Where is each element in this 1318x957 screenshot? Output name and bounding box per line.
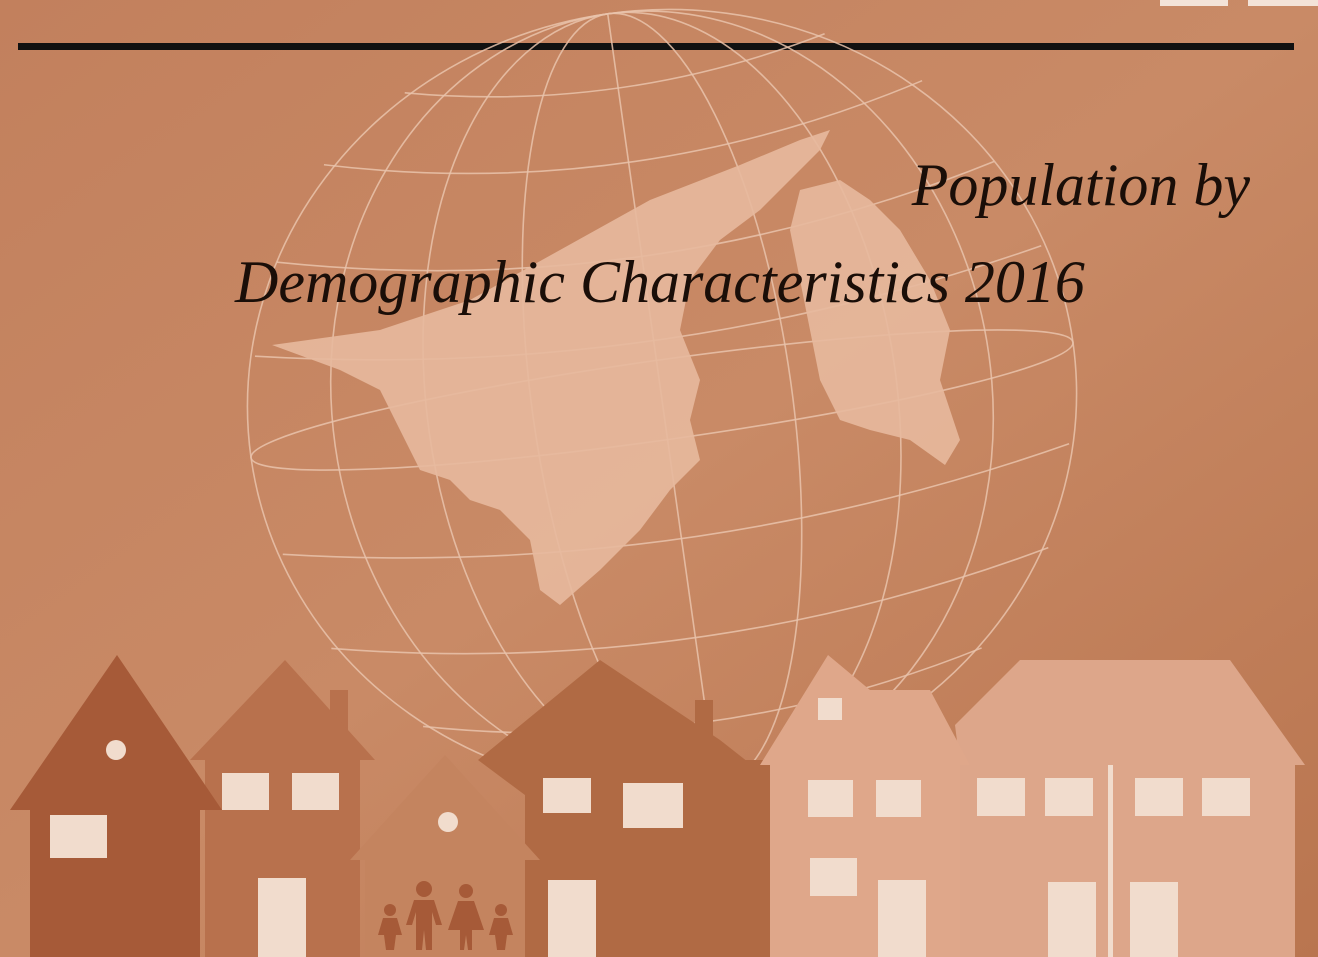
decoration — [406, 900, 442, 950]
decoration — [808, 780, 853, 817]
decoration — [810, 858, 857, 896]
decoration — [489, 918, 513, 950]
decoration — [416, 881, 432, 897]
decoration — [331, 546, 1049, 655]
decoration — [50, 815, 107, 858]
decoration — [878, 880, 926, 957]
decoration — [438, 812, 458, 832]
decoration — [384, 904, 396, 916]
decoration — [404, 33, 825, 98]
decoration — [448, 901, 484, 950]
decoration — [459, 884, 473, 898]
decoration — [222, 773, 269, 810]
decoration — [1202, 778, 1250, 816]
decoration — [543, 778, 591, 813]
decoration — [623, 783, 683, 828]
header-rule — [18, 43, 1294, 50]
decoration — [190, 660, 375, 760]
decoration — [258, 878, 306, 957]
decoration — [378, 918, 402, 950]
decoration — [1045, 778, 1093, 816]
decoration — [350, 755, 540, 860]
decoration — [760, 655, 970, 765]
decoration — [818, 698, 842, 720]
decoration — [548, 880, 596, 957]
decoration — [282, 443, 1070, 559]
decoration — [292, 773, 339, 810]
decoration — [495, 904, 507, 916]
decoration — [977, 778, 1025, 816]
title-line: Population by — [911, 152, 1251, 218]
corner-box — [1248, 0, 1318, 6]
decoration — [1048, 882, 1096, 957]
decoration — [1108, 765, 1113, 957]
decoration — [323, 79, 923, 175]
decoration — [876, 780, 921, 817]
corner-box — [1160, 0, 1228, 6]
houses — [10, 655, 1305, 957]
decoration — [1130, 882, 1178, 957]
decoration — [770, 763, 960, 957]
decoration — [378, 881, 513, 950]
decoration — [955, 660, 1305, 765]
decoration — [10, 655, 222, 810]
map — [272, 130, 960, 605]
decoration — [1135, 778, 1183, 816]
title-line: Demographic Characteristics 2016 — [234, 249, 1085, 315]
decoration — [106, 740, 126, 760]
